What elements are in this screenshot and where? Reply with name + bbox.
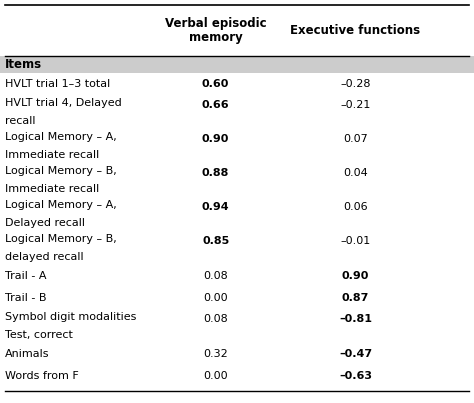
Text: 0.06: 0.06 — [343, 202, 368, 212]
Text: 0.08: 0.08 — [203, 271, 228, 281]
Text: 0.60: 0.60 — [202, 79, 229, 89]
Text: 0.07: 0.07 — [343, 133, 368, 143]
Text: Immediate recall: Immediate recall — [5, 150, 99, 160]
Text: Logical Memory – A,: Logical Memory – A, — [5, 199, 117, 210]
Text: 0.88: 0.88 — [202, 168, 229, 177]
Text: HVLT trial 1–3 total: HVLT trial 1–3 total — [5, 79, 110, 89]
Text: Immediate recall: Immediate recall — [5, 184, 99, 194]
Text: HVLT trial 4, Delayed: HVLT trial 4, Delayed — [5, 98, 121, 108]
Text: Delayed recall: Delayed recall — [5, 218, 85, 229]
Bar — [0, 56, 474, 73]
Text: –0.21: –0.21 — [340, 100, 371, 110]
Text: Symbol digit modalities: Symbol digit modalities — [5, 312, 136, 322]
Text: 0.66: 0.66 — [202, 100, 229, 110]
Text: 0.32: 0.32 — [203, 349, 228, 359]
Text: –0.81: –0.81 — [339, 314, 372, 324]
Text: –0.28: –0.28 — [340, 79, 371, 89]
Text: Animals: Animals — [5, 349, 49, 359]
Text: –0.01: –0.01 — [340, 235, 371, 245]
Text: Test, correct: Test, correct — [5, 330, 73, 341]
Text: Executive functions: Executive functions — [291, 24, 420, 37]
Text: 0.90: 0.90 — [342, 271, 369, 281]
Text: Verbal episodic
memory: Verbal episodic memory — [165, 17, 266, 44]
Text: 0.87: 0.87 — [342, 293, 369, 303]
Text: Items: Items — [5, 58, 42, 71]
Text: delayed recall: delayed recall — [5, 252, 83, 262]
Text: 0.00: 0.00 — [203, 293, 228, 303]
Text: Logical Memory – B,: Logical Memory – B, — [5, 234, 117, 244]
Text: Words from F: Words from F — [5, 371, 79, 381]
Text: Logical Memory – B,: Logical Memory – B, — [5, 166, 117, 176]
Text: Trail - A: Trail - A — [5, 271, 46, 281]
Text: 0.00: 0.00 — [203, 371, 228, 381]
Text: 0.94: 0.94 — [202, 202, 229, 212]
Text: 0.85: 0.85 — [202, 235, 229, 245]
Text: 0.90: 0.90 — [202, 133, 229, 143]
Text: recall: recall — [5, 116, 35, 127]
Text: –0.47: –0.47 — [339, 349, 372, 359]
Text: –0.63: –0.63 — [339, 371, 372, 381]
Text: Logical Memory – A,: Logical Memory – A, — [5, 132, 117, 141]
Text: Trail - B: Trail - B — [5, 293, 46, 303]
Text: 0.08: 0.08 — [203, 314, 228, 324]
Text: 0.04: 0.04 — [343, 168, 368, 177]
